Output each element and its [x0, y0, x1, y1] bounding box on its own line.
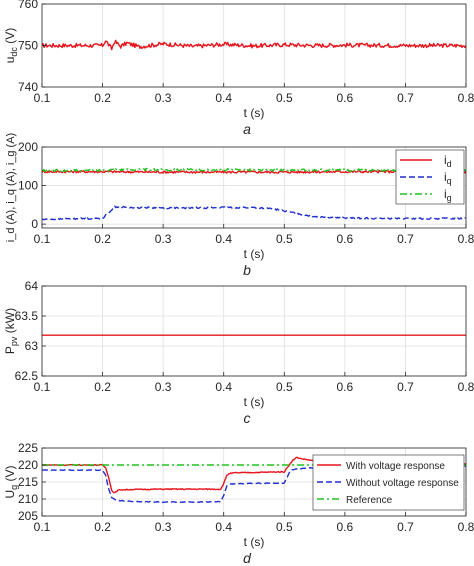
x-axis-label: t (s): [244, 247, 265, 261]
y-axis-label: Ppv (kW): [3, 308, 19, 354]
series-line-i-g: [42, 167, 466, 173]
x-axis-label: t (s): [244, 535, 265, 549]
series-group: [42, 39, 466, 51]
x-tick-label: 0.1: [34, 520, 51, 534]
y-tick-label: 215: [18, 475, 38, 489]
y-tick-label: 100: [18, 179, 38, 193]
x-tick-label: 0.6: [337, 380, 354, 394]
panel-label: c: [244, 410, 251, 426]
x-tick-label: 0.4: [215, 520, 232, 534]
panel-label: d: [243, 550, 252, 566]
y-tick-label: 760: [18, 0, 38, 11]
legend-entry: Reference: [346, 495, 393, 506]
x-tick-label: 0.4: [215, 232, 232, 246]
x-tick-label: 0.6: [337, 232, 354, 246]
legend: With voltage response Without voltage res…: [312, 454, 465, 511]
x-axis-label: t (s): [244, 395, 265, 409]
x-tick-label: 0.2: [94, 232, 111, 246]
panel-label: b: [243, 262, 251, 278]
x-tick-label: 0.5: [276, 232, 293, 246]
x-tick-label: 0.1: [34, 380, 51, 394]
axes-box: [41, 146, 467, 229]
plot-area: [42, 147, 466, 228]
x-tick-label: 0.5: [276, 91, 293, 105]
panel-label: a: [243, 121, 251, 137]
x-tick-label: 0.3: [155, 91, 172, 105]
x-tick-label: 0.8: [458, 380, 474, 394]
y-tick-label: 62.5: [15, 369, 39, 383]
x-tick-label: 0.2: [94, 380, 111, 394]
legend-entry: ig: [444, 187, 452, 203]
plot-area: [42, 286, 466, 376]
x-tick-label: 0.3: [155, 380, 172, 394]
x-tick-label: 0.6: [337, 91, 354, 105]
x-tick-label: 0.5: [276, 520, 293, 534]
y-tick-label: 63.5: [15, 309, 39, 323]
y-tick-label: 205: [18, 509, 38, 523]
x-tick-label: 0.3: [155, 520, 172, 534]
legend-entry: With voltage response: [346, 461, 445, 472]
axes-box: [41, 285, 467, 377]
legend-entry: Without voltage response: [346, 478, 459, 489]
legend-entry: id: [444, 153, 452, 169]
x-tick-label: 0.8: [458, 91, 474, 105]
y-tick-label: 225: [18, 441, 38, 455]
y-tick-label: 200: [18, 140, 38, 154]
series-group: [42, 167, 466, 221]
x-tick-label: 0.2: [94, 91, 111, 105]
x-tick-label: 0.7: [397, 232, 414, 246]
series-line-main: [42, 39, 466, 51]
chart-panel-b: 0.1 0.2 0.3 0.4 0.5 0.6 0.7 0.8 0 100 200 t (s)b i_d…: [5, 133, 474, 278]
x-tick-label: 0.3: [155, 232, 172, 246]
series-line-i-q: [42, 205, 466, 221]
chart-panel-c: 0.1 0.2 0.3 0.4 0.5 0.6 0.7 0.8 62.5 63 63.5 64 t (s…: [3, 279, 474, 426]
x-tick-label: 0.7: [397, 520, 414, 534]
y-axis-label: Ug (V): [3, 465, 19, 498]
x-tick-label: 0.2: [94, 520, 111, 534]
x-tick-label: 0.8: [458, 520, 474, 534]
x-tick-label: 0.4: [215, 91, 232, 105]
chart-panel-d: 0.1 0.2 0.3 0.4 0.5 0.6 0.7 0.8 205 210 215 220 225 t…: [3, 441, 474, 566]
x-tick-label: 0.8: [458, 232, 474, 246]
x-tick-label: 0.1: [34, 91, 51, 105]
y-axis-label: i_d (A), i_q (A), i_g (A): [5, 133, 17, 242]
x-tick-label: 0.5: [276, 380, 293, 394]
y-tick-label: 740: [18, 80, 38, 94]
y-tick-label: 750: [18, 39, 38, 53]
y-tick-label: 64: [25, 279, 39, 293]
x-tick-label: 0.7: [397, 91, 414, 105]
x-tick-label: 0.6: [337, 520, 354, 534]
y-axis-label: udc (V): [3, 28, 19, 64]
y-tick-label: 0: [31, 217, 38, 231]
y-tick-label: 63: [25, 339, 39, 353]
legend-entry: iq: [444, 170, 452, 186]
series-line-without-voltage-response: [42, 465, 466, 504]
y-tick-label: 210: [18, 492, 38, 506]
x-axis-label: t (s): [244, 106, 265, 120]
x-tick-label: 0.1: [34, 232, 51, 246]
x-tick-label: 0.4: [215, 380, 232, 394]
x-tick-label: 0.7: [397, 380, 414, 394]
chart-panel-a: 0.1 0.2 0.3 0.4 0.5 0.6 0.7 0.8 740 750 760 t (s)a u…: [3, 0, 474, 137]
y-tick-label: 220: [18, 458, 38, 472]
